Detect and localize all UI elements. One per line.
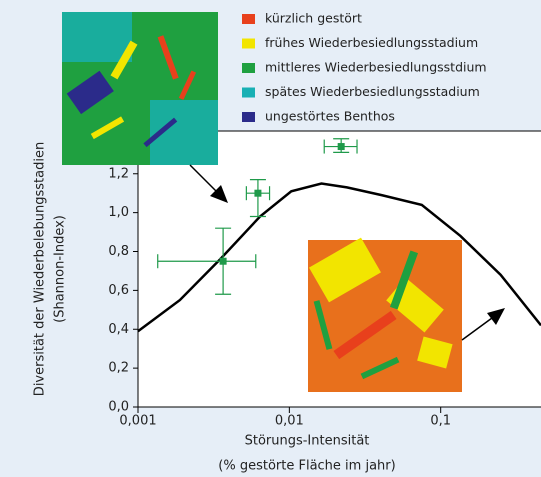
legend-label: frühes Wiederbesiedlungsstadium: [265, 35, 478, 50]
y-axis-label: Diversität der Wiederbelebungsstadien: [33, 142, 48, 396]
point: [219, 257, 227, 265]
x-tick-label: 0,001: [119, 414, 156, 429]
point: [337, 143, 345, 151]
y-tick-label: 0,4: [108, 322, 129, 337]
point: [254, 189, 262, 197]
legend-label: kürzlich gestört: [265, 11, 362, 26]
legend-swatch: [242, 14, 255, 24]
legend-swatch: [242, 112, 255, 122]
legend-swatch: [242, 87, 255, 98]
legend-swatch: [242, 63, 255, 73]
texture-image: [62, 12, 218, 165]
arrow: [461, 308, 505, 341]
y-tick-label: 1,2: [108, 166, 129, 181]
legend-label: mittleres Wiederbesiedlungsstdium: [265, 60, 487, 75]
texture-image: [308, 237, 462, 392]
y-tick-label: 0,6: [108, 283, 129, 298]
y-tick-label: 1,0: [108, 205, 129, 220]
y-tick-label: 0,8: [108, 244, 129, 259]
x-axis-label: (% gestörte Fläche im jahr): [218, 459, 395, 474]
x-tick-label: 0,01: [275, 414, 304, 429]
x-axis-label: Störungs-Intensität: [245, 434, 370, 449]
arrow: [189, 164, 228, 203]
y-tick-label: 0,0: [108, 400, 129, 415]
legend-label: spätes Wiederbesiedlungsstadium: [265, 84, 480, 99]
y-axis-label: (Shannon-Index): [53, 215, 68, 323]
curve: [137, 182, 541, 333]
legend-label: ungestörtes Benthos: [265, 109, 395, 124]
y-tick-label: 0,2: [108, 361, 129, 376]
legend-swatch: [242, 38, 255, 49]
x-tick-label: 0,1: [430, 414, 451, 429]
